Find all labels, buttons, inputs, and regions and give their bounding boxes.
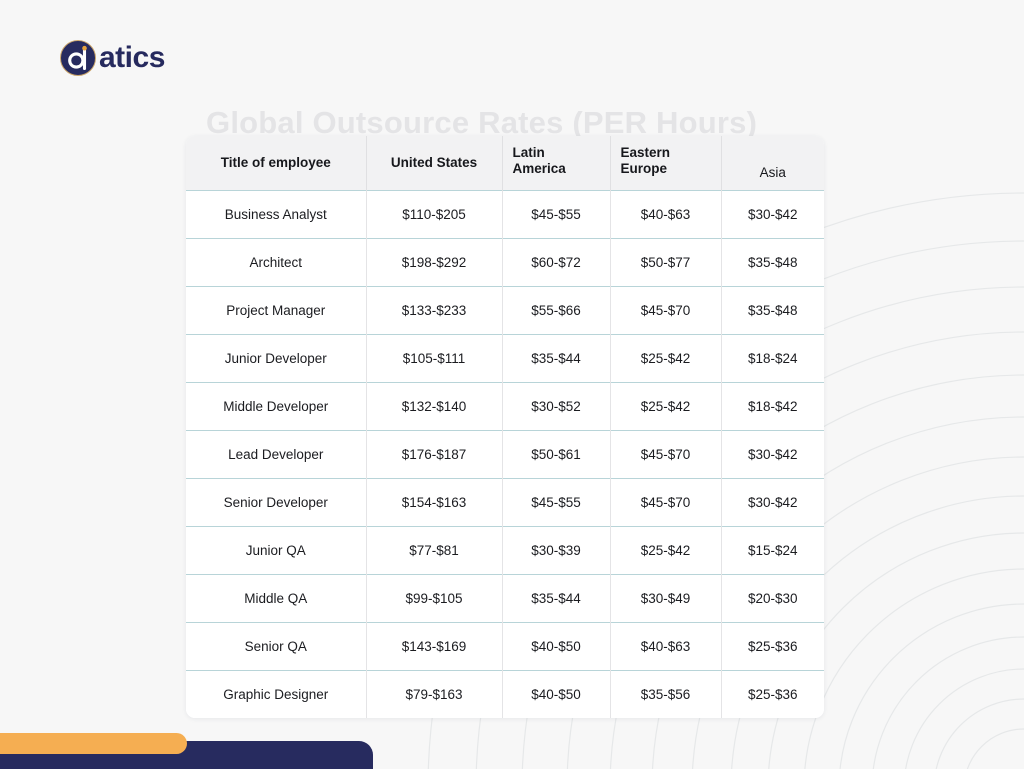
brand-logo: atics [58, 38, 165, 78]
cell-asia: $25-$36 [721, 669, 824, 718]
page-title: Global Outsource Rates (PER Hours) [206, 105, 758, 140]
column-header-latam: Latin America [502, 136, 611, 190]
cell-title: Junior Developer [186, 333, 367, 382]
cell-latam: $55-$66 [502, 285, 611, 334]
cell-us: $176-$187 [366, 429, 503, 478]
cell-us: $143-$169 [366, 621, 503, 670]
cell-asia: $35-$48 [721, 285, 824, 334]
cell-asia: $30-$42 [721, 477, 824, 526]
cell-ee: $45-$70 [610, 285, 722, 334]
orange-accent-bar [0, 733, 187, 754]
cell-us: $77-$81 [366, 525, 503, 574]
cell-title: Middle Developer [186, 381, 367, 430]
cell-asia: $25-$36 [721, 621, 824, 670]
cell-ee: $40-$63 [610, 621, 722, 670]
table-row: Project Manager $133-$233 $55-$66 $45-$7… [186, 285, 824, 334]
cell-latam: $35-$44 [502, 573, 611, 622]
table-row: Graphic Designer $79-$163 $40-$50 $35-$5… [186, 669, 824, 718]
cell-title: Business Analyst [186, 189, 367, 238]
datics-circle-d-logo-icon [58, 38, 98, 78]
cell-us: $198-$292 [366, 237, 503, 286]
cell-us: $79-$163 [366, 669, 503, 718]
cell-latam: $40-$50 [502, 669, 611, 718]
rates-table-card: Title of employee United States Latin Am… [186, 136, 824, 718]
column-header-ee: Eastern Europe [610, 136, 722, 190]
table-header: Title of employee United States Latin Am… [186, 136, 824, 190]
cell-title: Senior Developer [186, 477, 367, 526]
table-row: Junior QA $77-$81 $30-$39 $25-$42 $15-$2… [186, 525, 824, 574]
cell-us: $110-$205 [366, 189, 503, 238]
cell-ee: $25-$42 [610, 381, 722, 430]
brand-logo-text: atics [99, 41, 165, 74]
cell-us: $105-$111 [366, 333, 503, 382]
cell-ee: $50-$77 [610, 237, 722, 286]
cell-title: Project Manager [186, 285, 367, 334]
cell-ee: $45-$70 [610, 429, 722, 478]
cell-asia: $18-$24 [721, 333, 824, 382]
cell-us: $154-$163 [366, 477, 503, 526]
cell-ee: $35-$56 [610, 669, 722, 718]
table-row: Middle Developer $132-$140 $30-$52 $25-$… [186, 381, 824, 430]
table-row: Junior Developer $105-$111 $35-$44 $25-$… [186, 333, 824, 382]
cell-latam: $30-$52 [502, 381, 611, 430]
cell-ee: $45-$70 [610, 477, 722, 526]
cell-ee: $25-$42 [610, 525, 722, 574]
cell-title: Senior QA [186, 621, 367, 670]
cell-title: Junior QA [186, 525, 367, 574]
cell-latam: $40-$50 [502, 621, 611, 670]
column-header-asia: Asia [721, 136, 824, 190]
cell-latam: $35-$44 [502, 333, 611, 382]
cell-ee: $40-$63 [610, 189, 722, 238]
cell-title: Middle QA [186, 573, 367, 622]
cell-latam: $45-$55 [502, 189, 611, 238]
cell-latam: $30-$39 [502, 525, 611, 574]
cell-asia: $20-$30 [721, 573, 824, 622]
column-header-title: Title of employee [186, 136, 367, 190]
column-header-us: United States [366, 136, 503, 190]
table-row: Senior Developer $154-$163 $45-$55 $45-$… [186, 477, 824, 526]
cell-title: Architect [186, 237, 367, 286]
cell-us: $132-$140 [366, 381, 503, 430]
table-row: Business Analyst $110-$205 $45-$55 $40-$… [186, 189, 824, 238]
cell-ee: $25-$42 [610, 333, 722, 382]
cell-asia: $30-$42 [721, 429, 824, 478]
table-row: Senior QA $143-$169 $40-$50 $40-$63 $25-… [186, 621, 824, 670]
global-outsource-rates-table: Title of employee United States Latin Am… [186, 136, 824, 718]
cell-title: Graphic Designer [186, 669, 367, 718]
cell-latam: $50-$61 [502, 429, 611, 478]
cell-asia: $15-$24 [721, 525, 824, 574]
cell-us: $133-$233 [366, 285, 503, 334]
table-row: Middle QA $99-$105 $35-$44 $30-$49 $20-$… [186, 573, 824, 622]
table-row: Architect $198-$292 $60-$72 $50-$77 $35-… [186, 237, 824, 286]
table-header-row: Title of employee United States Latin Am… [186, 136, 824, 190]
cell-ee: $30-$49 [610, 573, 722, 622]
cell-asia: $30-$42 [721, 189, 824, 238]
cell-asia: $18-$42 [721, 381, 824, 430]
cell-latam: $45-$55 [502, 477, 611, 526]
cell-latam: $60-$72 [502, 237, 611, 286]
table-row: Lead Developer $176-$187 $50-$61 $45-$70… [186, 429, 824, 478]
cell-title: Lead Developer [186, 429, 367, 478]
cell-us: $99-$105 [366, 573, 503, 622]
table-body: Business Analyst $110-$205 $45-$55 $40-$… [186, 189, 824, 718]
cell-asia: $35-$48 [721, 237, 824, 286]
